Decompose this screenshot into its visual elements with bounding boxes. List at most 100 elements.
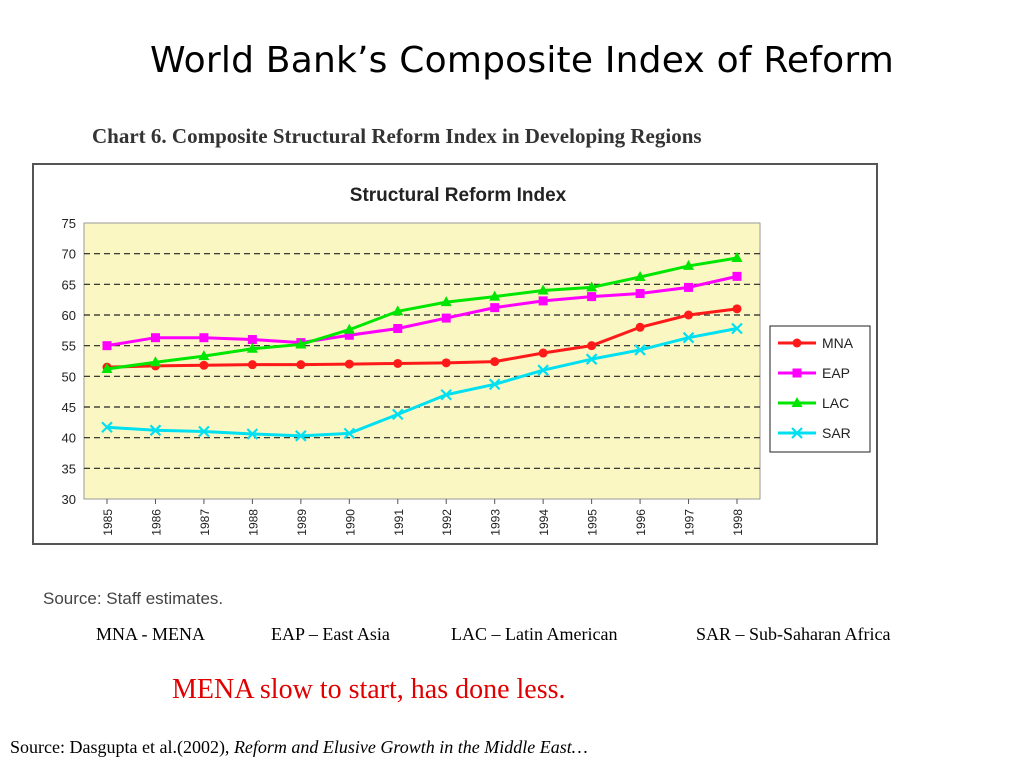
data-point-eap [538,296,548,306]
legend-marker [791,397,803,407]
data-point-lac [295,338,307,349]
series-eap [102,271,742,351]
series-sar [101,322,743,442]
series-line-eap [106,274,738,348]
legend-marker [792,338,802,348]
data-point-lac [198,350,210,361]
data-point-eap [199,333,209,343]
data-point-eap [393,323,403,333]
y-tick-label: 75 [62,216,76,231]
data-point-eap [150,333,160,343]
data-point-mna [199,360,209,370]
data-point-sar [295,430,307,442]
y-axis-ticks: 30 35 40 45 50 55 60 65 70 75 [62,216,76,507]
chart-title: Structural Reform Index [350,185,567,206]
highlight-note: MENA slow to start, has done less. [172,674,566,705]
data-point-lac [392,305,404,316]
data-point-mna [490,357,500,367]
legend-item-sar: SAR [778,425,851,441]
x-tick-label: 1995 [586,509,600,536]
abbrev-eap: EAP – East Asia [271,624,390,644]
x-tick-label: 1991 [392,509,406,536]
data-point-eap [490,303,500,313]
x-tick-label: 1987 [198,509,212,536]
chart-caption: Chart 6. Composite Structural Reform Ind… [92,124,702,148]
x-tick-label: 1985 [101,509,115,536]
data-point-sar [198,425,210,438]
legend-item-eap: EAP [778,365,850,381]
data-point-eap [635,289,645,299]
x-tick-label: 1986 [149,509,163,536]
data-point-eap [247,335,257,345]
data-point-lac [149,356,161,367]
data-point-sar [488,378,501,391]
x-tick-label: 1988 [246,509,260,536]
abbrev-mna: MNA - MENA [96,624,206,644]
data-point-mna [441,358,451,368]
data-point-eap [732,271,742,281]
data-point-lac [246,342,258,353]
data-point-sar [731,322,743,335]
data-point-lac [101,362,113,373]
legend-label: EAP [822,365,850,381]
y-tick-label: 35 [62,461,76,476]
x-tick-label: 1994 [537,509,551,536]
chart-frame: Structural Reform Index 30 35 40 45 50 55 60 65… [32,163,878,545]
data-point-sar [682,331,695,344]
x-tick-label: 1997 [683,509,697,536]
data-point-mna [635,322,645,332]
y-tick-label: 60 [62,308,76,323]
x-tick-label: 1992 [440,509,454,536]
data-point-lac [537,284,549,295]
data-point-mna [247,360,257,370]
data-point-sar [537,364,549,376]
legend-item-lac: LAC [778,395,849,411]
series-line-lac [106,256,738,371]
data-point-sar [391,408,404,421]
citation-title: Reform and Elusive Growth in the Middle … [233,737,588,757]
abbrev-sar: SAR – Sub-Saharan Africa [696,624,891,644]
x-tick-label: 1996 [634,509,648,536]
data-point-sar [634,344,646,356]
legend-item-mna: MNA [778,335,854,351]
data-point-mna [296,360,306,370]
data-point-lac [731,251,743,262]
legend: MNA EAP LAC SAR [769,325,871,453]
data-point-sar [585,353,598,365]
data-point-lac [586,281,598,292]
data-point-lac [489,290,501,301]
x-axis-ticks: 1985 1986 1987 1988 1989 1990 1991 1992 1993 1994… [101,499,745,536]
legend-label: MNA [822,335,854,351]
y-tick-label: 70 [62,247,76,262]
data-point-eap [441,313,451,323]
data-point-lac [683,259,695,270]
slide-title: World Bank’s Composite Index of Reform [149,40,895,81]
line-chart: Structural Reform Index 30 35 40 45 50 55 60 65… [62,185,871,536]
data-point-sar [101,421,113,434]
legend-label: LAC [822,395,849,411]
x-tick-label: 1998 [731,509,745,536]
x-tick-label: 1989 [295,509,309,536]
plot-area [83,222,761,500]
series-lac [101,251,743,373]
grid-lines [84,253,760,469]
data-point-lac [440,296,452,307]
data-point-sar [343,427,356,440]
data-point-mna [587,341,597,351]
data-point-sar [149,424,162,437]
data-point-mna [344,359,354,369]
data-point-sar [440,388,453,401]
y-tick-label: 30 [62,492,76,507]
data-point-eap [344,330,354,340]
data-point-eap [684,282,694,292]
y-tick-label: 45 [62,400,76,415]
x-tick-label: 1990 [343,509,357,536]
series-line-sar [106,327,738,438]
data-point-lac [343,323,355,334]
data-point-mna [393,358,403,368]
y-tick-label: 65 [62,277,76,292]
y-tick-label: 55 [62,339,76,354]
legend-marker [792,368,802,378]
y-tick-label: 50 [62,369,76,384]
data-point-mna [538,348,548,358]
